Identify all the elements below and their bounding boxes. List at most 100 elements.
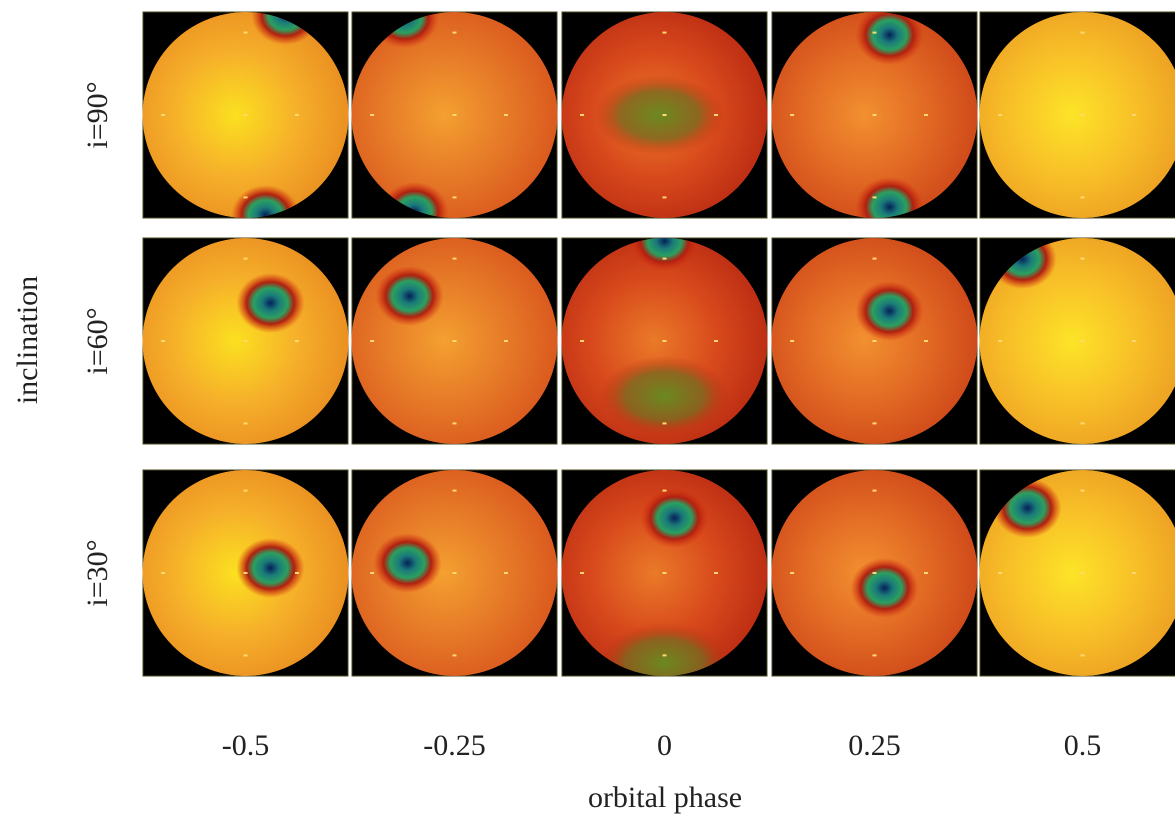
grid-dot bbox=[924, 340, 928, 342]
faint-blob bbox=[595, 75, 725, 155]
grid-dot bbox=[370, 572, 374, 574]
grid-dot bbox=[873, 490, 877, 492]
grid-dot bbox=[663, 572, 667, 574]
grid-dot bbox=[1081, 258, 1085, 260]
grid-dot bbox=[453, 654, 457, 656]
grid-dot bbox=[370, 340, 374, 342]
grid-dot bbox=[663, 196, 667, 198]
grid-dot bbox=[1081, 32, 1085, 34]
grid-dot bbox=[873, 258, 877, 260]
grid-dot bbox=[790, 340, 794, 342]
grid-dot bbox=[295, 114, 299, 116]
figure: inclination orbital phase i=90°i=60°i=30… bbox=[0, 0, 1175, 819]
grid-dot bbox=[663, 114, 667, 116]
grid-dot bbox=[790, 114, 794, 116]
grid-dot bbox=[1081, 340, 1085, 342]
grid-dot bbox=[244, 32, 248, 34]
grid-dot bbox=[714, 340, 718, 342]
column-label: 0.5 bbox=[1064, 729, 1102, 762]
star-map bbox=[352, 470, 558, 676]
grid-dot bbox=[873, 422, 877, 424]
spot bbox=[376, 266, 444, 326]
spot bbox=[237, 273, 305, 333]
grid-dot bbox=[453, 196, 457, 198]
star-map bbox=[562, 12, 768, 218]
grid-dot bbox=[663, 32, 667, 34]
row-label: i=90° bbox=[81, 81, 114, 148]
grid-dot bbox=[244, 340, 248, 342]
grid-dot bbox=[453, 340, 457, 342]
column-label: -0.25 bbox=[423, 729, 486, 762]
grid-dot bbox=[1081, 490, 1085, 492]
star-map bbox=[352, 238, 558, 444]
grid-dot bbox=[714, 572, 718, 574]
grid-dot bbox=[663, 654, 667, 656]
grid-dot bbox=[244, 422, 248, 424]
grid-dot bbox=[453, 572, 457, 574]
faint-blob bbox=[600, 623, 730, 703]
grid-dot bbox=[161, 340, 165, 342]
grid-dot bbox=[1132, 340, 1136, 342]
x-axis-label: orbital phase bbox=[588, 781, 742, 814]
grid-dot bbox=[873, 572, 877, 574]
grid-dot bbox=[504, 114, 508, 116]
grid-dot bbox=[873, 32, 877, 34]
grid-dot bbox=[998, 114, 1002, 116]
row-label: i=60° bbox=[81, 307, 114, 374]
spot bbox=[856, 281, 924, 341]
grid-dot bbox=[453, 114, 457, 116]
grid-dot bbox=[1081, 572, 1085, 574]
grid-dot bbox=[453, 32, 457, 34]
column-label: -0.5 bbox=[222, 729, 270, 762]
grid-dot bbox=[244, 258, 248, 260]
grid-dot bbox=[790, 572, 794, 574]
grid-dot bbox=[663, 490, 667, 492]
grid-dot bbox=[873, 114, 877, 116]
spot bbox=[237, 538, 305, 598]
spot bbox=[856, 177, 924, 237]
grid-dot bbox=[295, 572, 299, 574]
star-map bbox=[143, 238, 349, 444]
grid-dot bbox=[453, 422, 457, 424]
grid-dot bbox=[244, 572, 248, 574]
grid-dot bbox=[924, 114, 928, 116]
star-map bbox=[772, 238, 978, 444]
grid-dot bbox=[998, 340, 1002, 342]
star-map bbox=[772, 470, 978, 676]
grid-dot bbox=[998, 572, 1002, 574]
grid-dot bbox=[1132, 572, 1136, 574]
spot bbox=[374, 533, 442, 593]
grid-dot bbox=[663, 422, 667, 424]
grid-dot bbox=[370, 114, 374, 116]
column-label: 0.25 bbox=[848, 729, 901, 762]
grid-dot bbox=[453, 258, 457, 260]
grid-dot bbox=[873, 654, 877, 656]
grid-dot bbox=[1081, 654, 1085, 656]
grid-dot bbox=[873, 340, 877, 342]
row-label: i=30° bbox=[81, 539, 114, 606]
grid-dot bbox=[504, 572, 508, 574]
panel-grid bbox=[143, 0, 1175, 703]
grid-dot bbox=[580, 114, 584, 116]
grid-dot bbox=[295, 340, 299, 342]
grid-dot bbox=[580, 572, 584, 574]
grid-dot bbox=[244, 114, 248, 116]
grid-dot bbox=[924, 572, 928, 574]
star-map bbox=[143, 470, 349, 676]
column-label: 0 bbox=[657, 729, 672, 762]
grid-dot bbox=[714, 114, 718, 116]
spot bbox=[641, 488, 709, 548]
grid-dot bbox=[161, 572, 165, 574]
grid-dot bbox=[1081, 196, 1085, 198]
grid-dot bbox=[453, 490, 457, 492]
spot bbox=[851, 558, 919, 618]
grid-dot bbox=[873, 196, 877, 198]
grid-dot bbox=[1081, 114, 1085, 116]
grid-dot bbox=[1132, 114, 1136, 116]
grid-dot bbox=[580, 340, 584, 342]
grid-dot bbox=[244, 654, 248, 656]
grid-dot bbox=[244, 490, 248, 492]
grid-dot bbox=[504, 340, 508, 342]
grid-dot bbox=[161, 114, 165, 116]
grid-dot bbox=[244, 196, 248, 198]
